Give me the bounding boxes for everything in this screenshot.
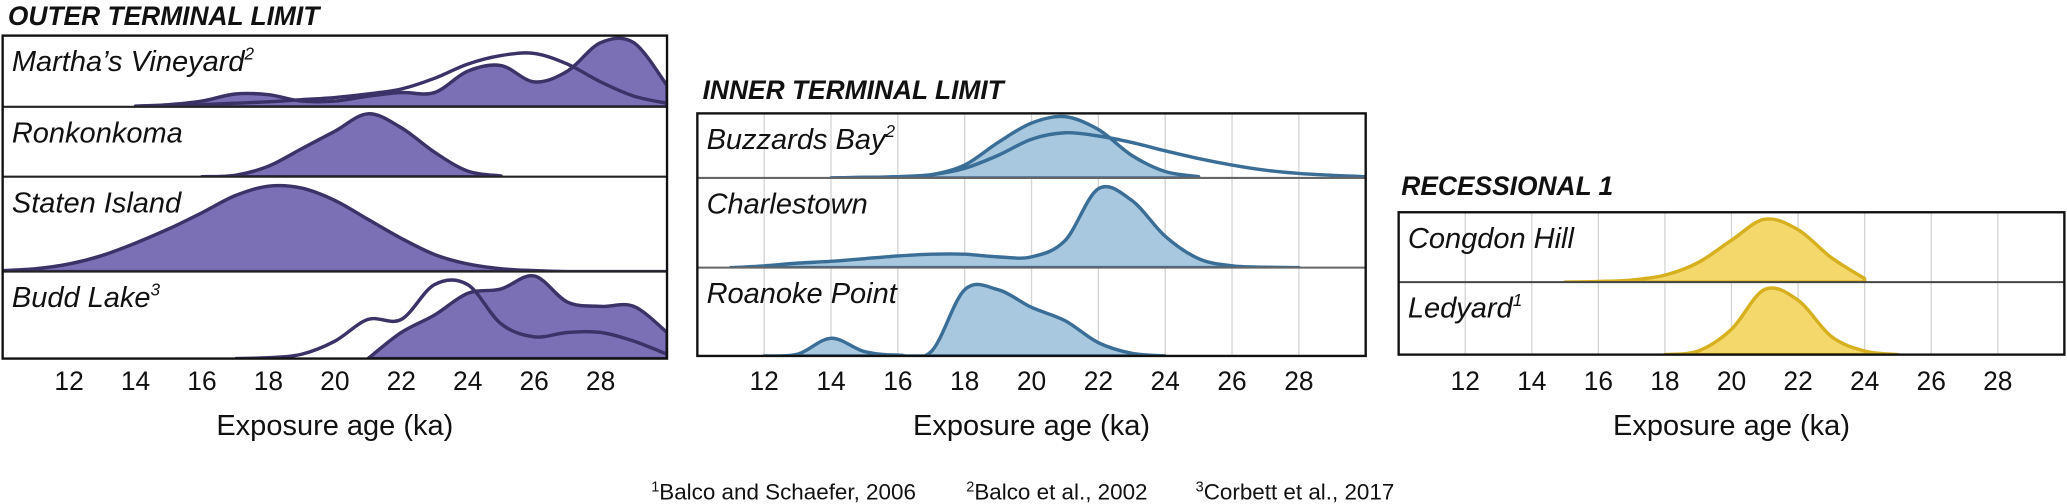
footnote-text: Balco and Schaefer, 2006	[659, 480, 916, 504]
panel-label: Martha’s Vineyard2	[12, 43, 255, 78]
panel	[729, 184, 1301, 268]
chart-frame	[696, 112, 1367, 358]
density-area	[762, 282, 1167, 356]
panel	[200, 112, 503, 177]
x-tick-label: 22	[1084, 366, 1113, 396]
panel-label-text: Congdon Hill	[1408, 223, 1576, 255]
density-line	[135, 51, 668, 107]
panel-label-note: 2	[244, 43, 255, 63]
panel	[829, 114, 1366, 178]
panel-label-text: Staten Island	[12, 187, 182, 219]
footnote: 2Balco et al., 2002	[966, 480, 1147, 504]
x-tick-label: 20	[1717, 366, 1746, 396]
panel-label: Charlestown	[707, 189, 868, 221]
x-tick-label: 18	[1650, 366, 1679, 396]
density-area	[366, 274, 668, 359]
chart: OUTER TERMINAL LIMIT Martha’s Vineyard2 Ro…	[1, 1, 669, 442]
x-tick-label: 16	[883, 366, 912, 396]
panel	[133, 36, 668, 107]
x-tick-label: 14	[121, 366, 150, 396]
density-line	[235, 278, 668, 359]
panel-label-text: Ronkonkoma	[12, 117, 183, 149]
panel-label-text: Martha’s Vineyard	[12, 46, 246, 78]
chart-title: RECESSIONAL 1	[1401, 171, 1613, 201]
x-tick-label: 24	[1151, 366, 1180, 396]
density-area	[1663, 286, 1900, 355]
panel-label: Ledyard1	[1408, 290, 1522, 325]
x-tick-label: 26	[1217, 366, 1246, 396]
x-axis-label: Exposure age (ka)	[913, 410, 1150, 442]
density-area	[133, 36, 668, 107]
x-tick-label: 18	[950, 366, 979, 396]
x-tick-label: 26	[519, 366, 548, 396]
footnote: 1Balco and Schaefer, 2006	[651, 480, 916, 504]
panel-label: Buzzards Bay2	[707, 121, 896, 156]
x-tick-label: 26	[1917, 366, 1946, 396]
panel-label-note: 2	[884, 121, 895, 141]
x-tick-label: 16	[187, 366, 216, 396]
density-area	[1563, 217, 1867, 283]
x-tick-label: 28	[1983, 366, 2012, 396]
footnote-mark: 1	[651, 480, 659, 496]
footnote-mark: 2	[966, 480, 974, 496]
chart: INNER TERMINAL LIMIT Buzzards Bay2 Charles…	[696, 75, 1367, 442]
x-axis-label: Exposure age (ka)	[216, 410, 453, 442]
x-tick-label: 20	[1017, 366, 1046, 396]
chart-title: OUTER TERMINAL LIMIT	[8, 1, 321, 31]
density-area	[200, 112, 503, 177]
panel	[1563, 217, 1867, 283]
x-tick-label: 28	[586, 366, 615, 396]
x-tick-label: 18	[254, 366, 283, 396]
chart-title: INNER TERMINAL LIMIT	[703, 75, 1006, 105]
x-tick-label: 12	[54, 366, 83, 396]
panel	[1663, 286, 1900, 355]
panel-label-text: Buzzards Bay	[707, 124, 887, 156]
x-tick-label: 14	[816, 366, 845, 396]
panel-label-note: 1	[1513, 290, 1523, 310]
panel-label-text: Charlestown	[707, 189, 868, 221]
panel-label-text: Ledyard	[1408, 293, 1514, 325]
panel	[762, 282, 1167, 356]
x-axis-label: Exposure age (ka)	[1613, 410, 1850, 442]
x-tick-label: 22	[387, 366, 416, 396]
panel-label: Budd Lake3	[12, 279, 161, 314]
footnote-text: Corbett et al., 2017	[1204, 480, 1395, 504]
footnote-text: Balco et al., 2002	[974, 480, 1147, 504]
x-tick-label: 24	[1850, 366, 1879, 396]
footnote-mark: 3	[1196, 480, 1204, 496]
panel-label: Ronkonkoma	[12, 117, 183, 149]
x-tick-label: 28	[1284, 366, 1313, 396]
x-tick-label: 20	[320, 366, 349, 396]
chart-frame	[1, 34, 669, 360]
density-line	[830, 130, 1366, 178]
panel-label: Staten Island	[12, 187, 182, 219]
chart: RECESSIONAL 1 Congdon Hill Ledyard1 12 14 16 1…	[1397, 171, 2066, 442]
panel-label: Roanoke Point	[707, 278, 899, 310]
x-tick-label: 14	[1517, 366, 1546, 396]
chart-frame	[1397, 211, 2066, 356]
panel	[235, 274, 668, 359]
panel-label-note: 3	[151, 279, 161, 299]
x-tick-label: 12	[1451, 366, 1480, 396]
x-tick-label: 22	[1783, 366, 1812, 396]
footnote: 3Corbett et al., 2017	[1196, 480, 1395, 504]
density-area	[729, 184, 1301, 268]
panel-label: Congdon Hill	[1408, 223, 1576, 255]
panel-label-text: Roanoke Point	[707, 278, 899, 310]
panel-label-text: Budd Lake	[12, 282, 151, 314]
x-tick-label: 16	[1584, 366, 1613, 396]
x-tick-label: 12	[750, 366, 779, 396]
x-tick-label: 24	[453, 366, 482, 396]
